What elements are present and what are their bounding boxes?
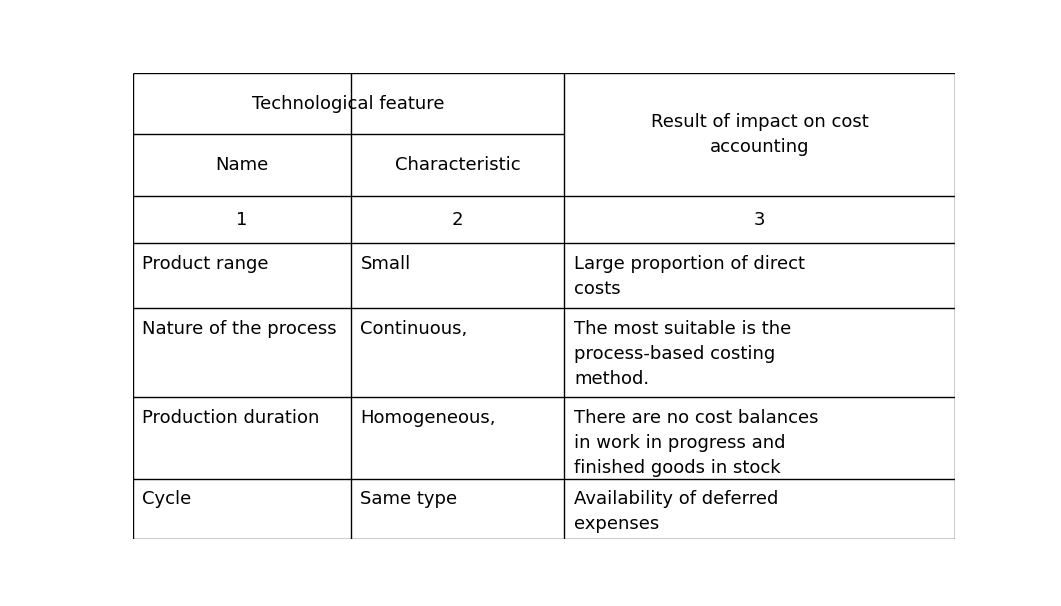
Text: The most suitable is the
process-based costing
method.: The most suitable is the process-based c… <box>574 320 792 388</box>
Text: Cycle: Cycle <box>142 490 192 508</box>
Text: 1: 1 <box>236 211 247 228</box>
Text: Result of impact on cost
accounting: Result of impact on cost accounting <box>650 113 869 156</box>
Text: Product range: Product range <box>142 255 269 273</box>
Text: Small: Small <box>361 255 411 273</box>
Text: Nature of the process: Nature of the process <box>142 320 337 338</box>
Text: There are no cost balances
in work in progress and
finished goods in stock: There are no cost balances in work in pr… <box>574 408 819 477</box>
Text: Characteristic: Characteristic <box>395 156 520 175</box>
Text: Same type: Same type <box>361 490 457 508</box>
Text: Availability of deferred
expenses: Availability of deferred expenses <box>574 490 779 533</box>
Text: Continuous,: Continuous, <box>361 320 468 338</box>
Text: Large proportion of direct
costs: Large proportion of direct costs <box>574 255 805 298</box>
Text: Technological feature: Technological feature <box>253 95 445 113</box>
Text: 2: 2 <box>452 211 464 228</box>
Text: Homogeneous,: Homogeneous, <box>361 408 495 427</box>
Text: Name: Name <box>215 156 268 175</box>
Text: Production duration: Production duration <box>142 408 319 427</box>
Text: 3: 3 <box>754 211 765 228</box>
